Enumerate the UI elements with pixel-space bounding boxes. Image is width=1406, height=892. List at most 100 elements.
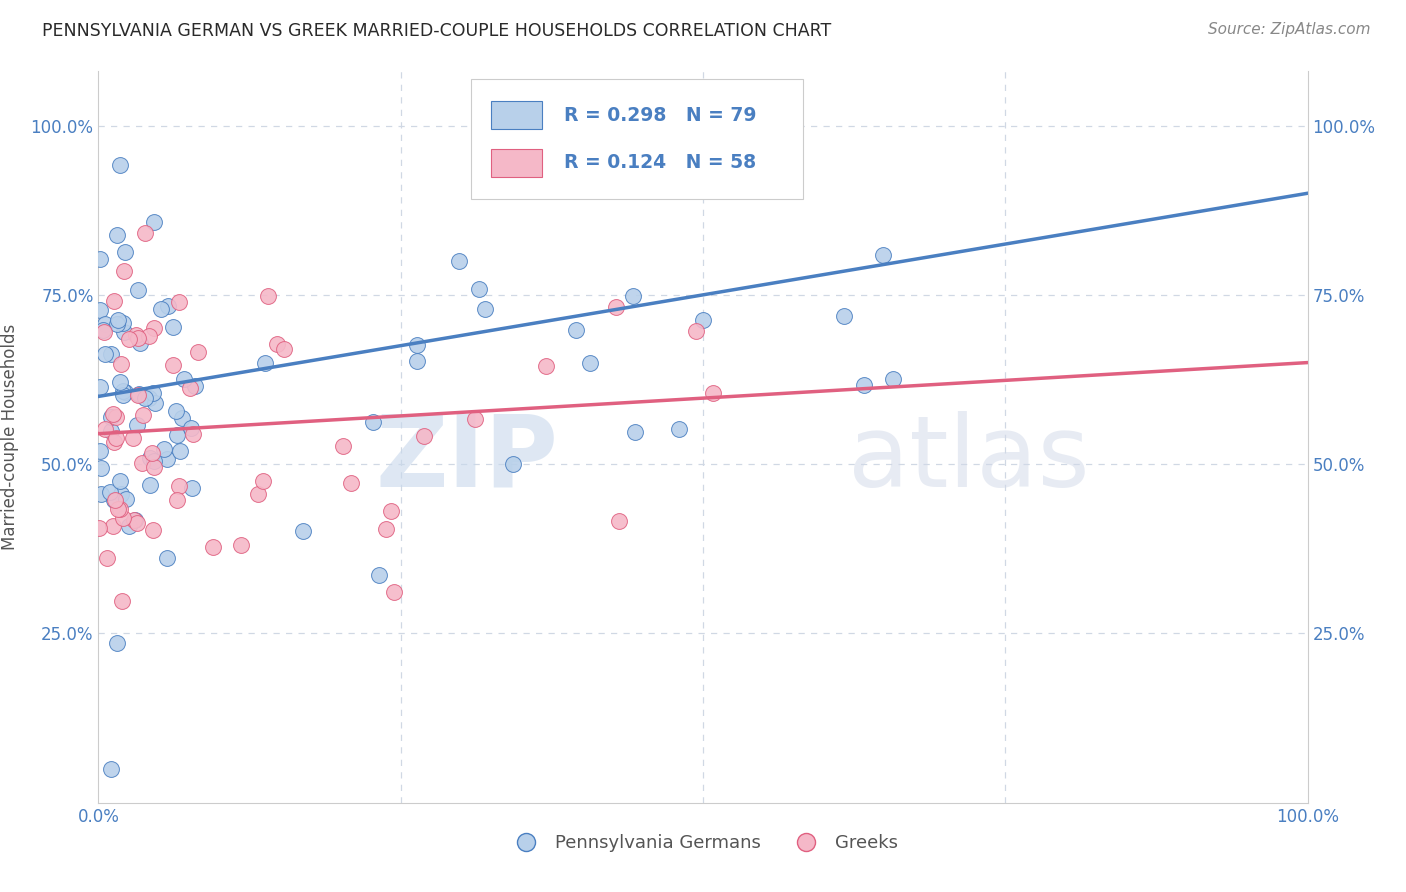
Point [169, 294, 191, 309]
Point [108, 158, 131, 172]
Point [90, 486, 112, 500]
Point [105, 227, 128, 242]
Point [332, 439, 354, 453]
FancyBboxPatch shape [492, 102, 543, 129]
Point [115, 491, 138, 506]
Point [132, 408, 155, 422]
Point [143, 214, 166, 228]
Point [202, 541, 225, 555]
Y-axis label: Married-couple Households: Married-couple Households [1, 324, 20, 550]
Point [100, 762, 122, 776]
Point [143, 459, 166, 474]
Point [273, 342, 295, 356]
Point [112, 325, 135, 339]
Point [110, 376, 132, 390]
Point [143, 454, 166, 468]
Point [564, 323, 586, 337]
Point [114, 385, 136, 400]
Point [187, 344, 209, 359]
Point [181, 427, 204, 442]
Point [100, 347, 122, 361]
Point [105, 317, 128, 331]
Point [170, 410, 193, 425]
Point [607, 514, 630, 528]
Point [882, 372, 904, 386]
Point [685, 325, 707, 339]
Point [668, 422, 690, 436]
Point [131, 457, 153, 471]
Point [247, 487, 270, 501]
Point [266, 337, 288, 351]
Point [155, 551, 177, 566]
Point [124, 327, 146, 342]
Point [100, 409, 122, 424]
Point [127, 388, 149, 402]
Point [87, 521, 110, 535]
Point [110, 357, 132, 371]
Point [127, 331, 149, 345]
Point [134, 391, 156, 405]
Text: R = 0.298   N = 79: R = 0.298 N = 79 [564, 106, 756, 125]
Point [111, 388, 134, 402]
Point [101, 407, 124, 421]
Point [134, 227, 156, 241]
Point [91, 323, 114, 337]
Point [107, 313, 129, 327]
Text: Source: ZipAtlas.com: Source: ZipAtlas.com [1208, 22, 1371, 37]
Point [89, 380, 111, 394]
Point [624, 425, 647, 439]
Point [94, 422, 117, 436]
Point [93, 326, 115, 340]
Point [702, 386, 724, 401]
Point [872, 248, 894, 262]
Point [149, 301, 172, 316]
Point [94, 318, 117, 332]
FancyBboxPatch shape [492, 149, 543, 177]
Point [89, 443, 111, 458]
Point [464, 411, 486, 425]
Point [257, 289, 280, 303]
Point [94, 347, 117, 361]
Point [101, 519, 124, 533]
Point [124, 513, 146, 527]
Point [468, 282, 491, 296]
Legend: Pennsylvania Germans, Greeks: Pennsylvania Germans, Greeks [501, 827, 905, 860]
Point [125, 418, 148, 433]
Point [139, 450, 162, 465]
Point [121, 431, 143, 445]
Point [252, 474, 274, 488]
Text: atlas: atlas [848, 410, 1090, 508]
Point [623, 288, 645, 302]
Point [122, 513, 145, 527]
Point [141, 445, 163, 459]
Point [108, 502, 131, 516]
Point [534, 359, 557, 373]
Point [103, 493, 125, 508]
Point [173, 372, 195, 386]
Point [502, 457, 524, 471]
Point [104, 431, 127, 445]
Point [254, 356, 277, 370]
Point [166, 493, 188, 508]
Point [89, 302, 111, 317]
Point [105, 635, 128, 649]
Point [138, 329, 160, 343]
Point [692, 313, 714, 327]
Point [165, 404, 187, 418]
Point [605, 300, 627, 314]
Point [104, 409, 127, 424]
Point [142, 320, 165, 334]
Point [104, 493, 127, 508]
Point [517, 176, 540, 190]
Point [96, 551, 118, 566]
Point [382, 585, 405, 599]
Point [181, 481, 204, 495]
FancyBboxPatch shape [471, 78, 803, 200]
Point [138, 391, 160, 405]
Point [169, 444, 191, 458]
Point [110, 487, 132, 501]
Point [103, 434, 125, 449]
Point [832, 309, 855, 323]
Point [340, 476, 363, 491]
Text: PENNSYLVANIA GERMAN VS GREEK MARRIED-COUPLE HOUSEHOLDS CORRELATION CHART: PENNSYLVANIA GERMAN VS GREEK MARRIED-COU… [42, 22, 831, 40]
